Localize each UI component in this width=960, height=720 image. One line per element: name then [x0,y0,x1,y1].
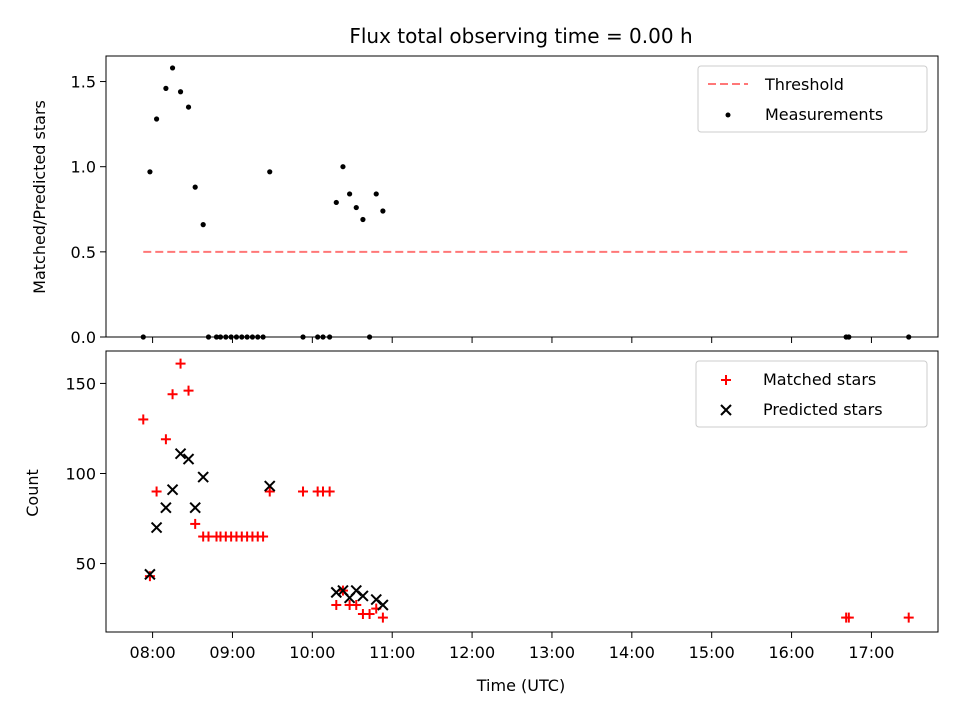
measurement-point [192,184,198,190]
x-axis-label: Time (UTC) [476,676,565,695]
y-tick-label: 1.5 [71,73,96,92]
measurement-point [169,65,176,71]
matched-star-point [351,599,362,610]
y-tick-label: 0.5 [71,243,96,262]
bottom-y-axis-label: Count [23,469,42,517]
measurement-point [147,169,153,175]
predicted-star-point [189,502,201,514]
measurement-point [185,104,192,110]
predicted-star-point [160,502,172,514]
measurement-point [373,191,379,197]
predicted-star-point [330,586,343,599]
y-tick-label: 0.0 [71,328,96,347]
y-tick-label: 50 [76,555,96,574]
predicted-star-point [357,590,369,602]
x-tick-label: 12:00 [449,643,495,662]
matched-star-point [160,434,171,445]
matched-star-point [175,358,186,369]
measurement-point [200,222,206,228]
x-tick-label: 17:00 [848,643,894,662]
predicted-star-point [166,483,179,496]
legend-matched-label: Matched stars [763,370,876,389]
top-legend: Threshold Measurements [697,65,928,133]
predicted-star-point [182,453,195,465]
y-tick-label: 1.0 [71,158,96,177]
legend-plus-marker [721,375,731,385]
matched-star-point [138,414,149,425]
x-tick-label: 13:00 [529,643,575,662]
legend-measurements-swatch [725,112,731,118]
matched-star-point [144,571,155,582]
top-legend-box [697,65,928,133]
legend-x-marker [720,404,732,416]
matched-star-point [264,486,275,497]
measurement-point [333,199,339,206]
top-plot-frame [105,55,939,338]
top-x-axis [152,337,872,343]
predicted-star-point [144,568,156,581]
x-tick-label: 08:00 [130,643,176,662]
y-tick-label: 100 [65,464,96,483]
predicted-star-point [150,521,163,534]
matched-star-point [151,486,162,497]
matched-star-point [364,608,375,619]
x-tick-label: 14:00 [609,643,655,662]
matched-star-point [324,486,335,497]
measurement-point [340,164,346,170]
measurement-point [177,89,184,95]
legend-measurements-label: Measurements [765,105,883,124]
bottom-plot-frame [105,350,939,633]
top-y-axis: 0.0 0.5 1.0 1.5 [71,73,106,347]
x-tick-label: 11:00 [369,643,415,662]
measurement-point [347,191,353,197]
measurement-point [267,169,273,175]
x-tick-label: 15:00 [689,643,735,662]
legend-predicted-swatch [720,404,732,416]
bottom-legend-box [695,360,928,428]
bottom-legend: Matched stars Predicted stars [695,360,928,428]
predicted-star-point [197,471,209,483]
x-tick-label: 09:00 [209,643,255,662]
predicted-star-point [264,480,276,492]
measurement-point [153,116,160,122]
predicted-star-point [377,599,389,611]
chart-title: Flux total observing time = 0.00 h [349,24,692,48]
matched-star-point [377,612,388,623]
matched-star-point [190,518,201,529]
matched-star-point [843,612,854,623]
matched-star-point [258,531,269,542]
matched-star-point [298,486,309,497]
legend-threshold-label: Threshold [764,75,844,94]
count-points [138,358,914,623]
measurement-point [380,208,386,214]
bottom-x-axis: 08:00 09:00 10:00 11:00 12:00 13:00 14:00 15:00… [130,632,894,662]
top-y-axis-label: Matched/Predicted stars [30,100,49,294]
matched-star-point [167,389,178,400]
legend-predicted-label: Predicted stars [763,400,883,419]
bottom-panel: Count Time (UTC) 50 100 150 08:00 09:00 10:0… [23,350,939,695]
matched-star-point [903,612,914,623]
matched-star-point [183,385,194,396]
x-tick-label: 16:00 [769,643,815,662]
bottom-y-axis: 50 100 150 [65,374,106,574]
top-panel: Flux total observing time = 0.00 h Match… [30,24,939,347]
legend-matched-swatch [721,375,731,385]
matched-star-point [331,599,342,610]
measurement-point [360,216,366,223]
y-tick-label: 150 [65,374,96,393]
measurement-point [353,204,359,211]
measurement-point [163,85,169,91]
x-tick-label: 10:00 [289,643,335,662]
predicted-star-point [174,447,187,460]
